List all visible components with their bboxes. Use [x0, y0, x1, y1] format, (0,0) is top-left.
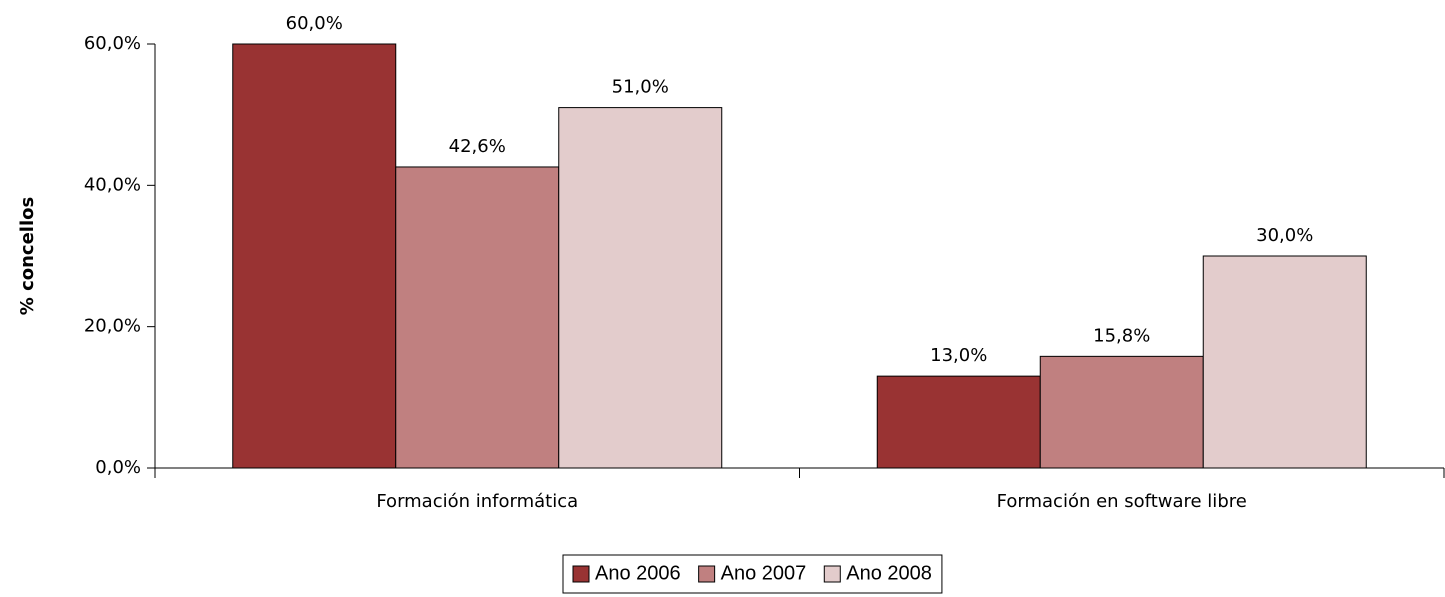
bar [876, 375, 1041, 469]
legend-label: Ano 2006 [595, 562, 681, 584]
x-tick-label: Formación en software libre [997, 491, 1247, 512]
data-label: 15,8% [1093, 325, 1150, 346]
bar [395, 166, 560, 469]
bar [1039, 355, 1204, 469]
bar [1202, 255, 1367, 469]
y-tick-label: 20,0% [84, 316, 141, 337]
y-tick-label: 60,0% [84, 33, 141, 54]
data-label: 60,0% [286, 13, 343, 34]
data-label: 51,0% [612, 77, 669, 98]
legend-label: Ano 2007 [721, 562, 807, 584]
legend-label: Ano 2008 [846, 562, 932, 584]
legend-box [562, 554, 943, 594]
x-tick-label: Formación informática [376, 491, 578, 512]
data-label: 30,0% [1256, 225, 1313, 246]
y-tick-label: 0,0% [95, 457, 141, 478]
data-label: 42,6% [449, 136, 506, 157]
y-axis-label: % concellos [17, 197, 38, 315]
legend-swatch [823, 565, 841, 583]
data-label: 13,0% [930, 345, 987, 366]
legend: Ano 2006 Ano 2007 Ano 2008 [562, 554, 943, 594]
legend-swatch [572, 565, 590, 583]
legend-swatch [698, 565, 716, 583]
bar [232, 43, 397, 469]
bar [558, 107, 723, 469]
y-tick-label: 40,0% [84, 174, 141, 195]
